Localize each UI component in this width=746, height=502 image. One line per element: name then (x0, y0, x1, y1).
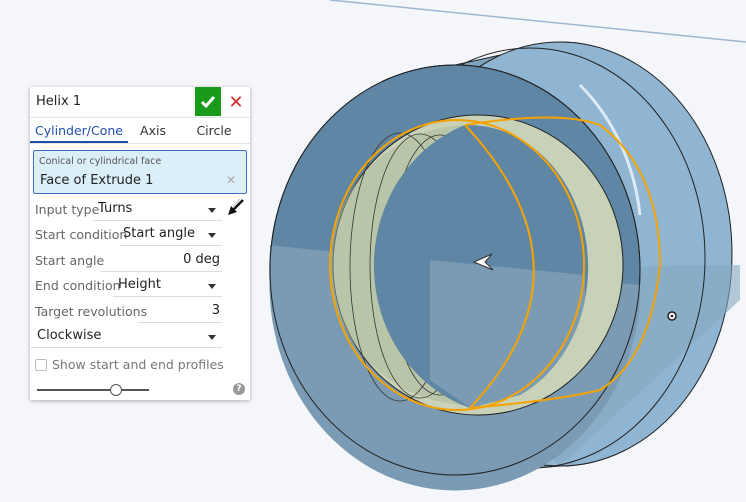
selection-value: Face of Extrude 1 (40, 173, 154, 188)
target-revolutions-label: Target revolutions (35, 304, 148, 319)
start-condition-row[interactable]: Start condition Start angle (35, 224, 222, 246)
end-condition-label: End condition (35, 278, 121, 293)
cursor-icon (472, 253, 494, 271)
face-selection-field[interactable]: Conical or cylindrical face Face of Extr… (33, 150, 247, 194)
checkbox-box[interactable] (35, 358, 47, 371)
show-profiles-label: Show start and end profiles (52, 357, 224, 372)
start-angle-row[interactable]: Start angle 0 deg (35, 250, 222, 272)
close-icon: ✕ (228, 91, 244, 113)
end-condition-select[interactable]: Height (118, 277, 161, 292)
selection-label: Conical or cylindrical face (39, 156, 162, 167)
slider-handle[interactable] (110, 384, 123, 396)
cancel-button[interactable]: ✕ (227, 91, 245, 113)
flip-direction-icon[interactable] (225, 197, 247, 219)
plane-edge (329, 0, 746, 43)
tab-circle[interactable]: Circle (196, 123, 232, 138)
slider-track[interactable] (37, 384, 149, 396)
direction-row[interactable]: Clockwise (30, 326, 222, 348)
cylinder-part[interactable] (269, 41, 740, 491)
start-angle-input[interactable]: 0 deg (183, 252, 220, 267)
tab-axis[interactable]: Axis (140, 123, 166, 138)
direction-select[interactable]: Clockwise (37, 328, 102, 343)
end-condition-row[interactable]: End condition Height (35, 275, 222, 297)
checkmark-icon (200, 95, 216, 108)
start-condition-select[interactable]: Start angle (123, 226, 195, 241)
dialog-header: Helix 1 ✕ (30, 87, 250, 118)
tab-bar: Cylinder/Cone Axis Circle (30, 118, 250, 144)
input-type-label: Input type (35, 202, 100, 217)
tab-cylinder-cone[interactable]: Cylinder/Cone (30, 118, 128, 143)
start-condition-label: Start condition (35, 227, 128, 242)
show-profiles-checkbox[interactable]: Show start and end profiles (35, 357, 224, 372)
accept-button[interactable] (195, 87, 221, 116)
start-angle-label: Start angle (35, 253, 105, 268)
target-revolutions-input[interactable]: 3 (211, 303, 220, 318)
help-icon[interactable]: ? (233, 383, 245, 395)
dialog-title: Helix 1 (36, 94, 82, 109)
clear-selection-icon[interactable]: ✕ (225, 173, 236, 187)
input-type-row[interactable]: Input type Turns (35, 199, 222, 221)
helix-dialog: Helix 1 ✕ Cylinder/Cone Axis Circle Coni… (30, 87, 250, 400)
target-revolutions-row[interactable]: Target revolutions 3 (35, 301, 222, 323)
input-type-select[interactable]: Turns (98, 201, 133, 216)
